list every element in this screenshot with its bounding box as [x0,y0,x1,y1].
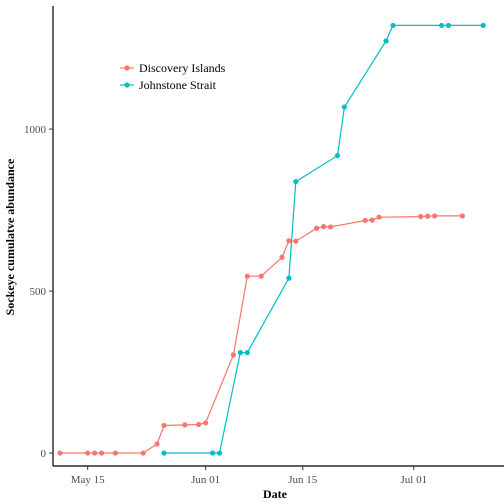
data-point-johnstone-strait [438,22,445,29]
data-point-johnstone-strait [216,450,223,456]
series-points [57,22,486,456]
x-axis-title: Date [263,487,288,501]
data-point-discovery-islands [258,273,264,279]
data-point-johnstone-strait [237,350,243,356]
data-point-discovery-islands [92,450,98,456]
legend: Discovery Islands Johnstone Strait [120,61,226,92]
data-point-discovery-islands [432,213,438,219]
series-lines [59,24,484,454]
data-point-discovery-islands [286,238,292,244]
data-point-discovery-islands [369,217,375,223]
data-point-johnstone-strait [334,153,341,159]
y-axis-title: Sockeye cumulatve abundance [3,158,17,315]
data-point-johnstone-strait [445,22,452,29]
data-point-discovery-islands [327,224,334,230]
data-point-johnstone-strait [244,350,250,356]
data-point-johnstone-strait [161,450,167,456]
data-point-discovery-islands [314,225,320,231]
x-tick-label: Jun 15 [288,474,318,486]
data-point-discovery-islands [376,214,382,220]
data-point-discovery-islands [161,422,167,429]
data-point-johnstone-strait [209,450,216,456]
legend-label: Discovery Islands [139,61,226,75]
data-point-discovery-islands [418,213,424,220]
data-point-discovery-islands [293,238,299,244]
legend-label: Johnstone Strait [139,78,217,92]
data-point-discovery-islands [230,352,236,358]
data-point-johnstone-strait [480,22,486,29]
data-point-johnstone-strait [390,22,396,29]
x-ticks: May 15 Jun 01 Jun 15 Jul 01 [71,466,427,486]
data-point-discovery-islands [279,254,285,260]
legend-key-point [124,65,130,71]
series-line-johnstone-strait [164,24,484,454]
data-point-discovery-islands [244,273,250,279]
y-tick-label: 1000 [24,124,47,136]
data-point-johnstone-strait [286,275,292,281]
data-point-discovery-islands [459,213,465,219]
data-point-discovery-islands [154,441,160,447]
data-point-johnstone-strait [293,178,299,185]
series-line-discovery-islands [59,215,463,454]
data-point-discovery-islands [57,450,63,456]
data-point-discovery-islands [362,217,368,224]
data-point-discovery-islands [203,420,209,426]
x-tick-label: Jul 01 [401,474,428,486]
x-tick-label: Jun 01 [191,474,220,486]
legend-item-discovery-islands: Discovery Islands [120,61,226,75]
data-point-discovery-islands [140,450,146,456]
legend-item-johnstone-strait: Johnstone Strait [120,78,217,92]
data-point-discovery-islands [85,450,91,456]
x-tick-label: May 15 [71,474,105,486]
data-point-johnstone-strait [341,104,348,110]
legend-key-point [124,82,130,88]
data-point-discovery-islands [196,421,202,428]
axes [52,6,504,467]
data-point-discovery-islands [182,422,188,428]
data-point-discovery-islands [425,213,431,219]
y-tick-label: 500 [30,286,47,298]
y-tick-label: 0 [41,448,47,460]
data-point-discovery-islands [98,450,105,456]
data-point-johnstone-strait [383,38,389,44]
data-point-discovery-islands [112,450,119,456]
y-ticks: 0 500 1000 [24,124,53,460]
data-point-discovery-islands [321,224,327,230]
